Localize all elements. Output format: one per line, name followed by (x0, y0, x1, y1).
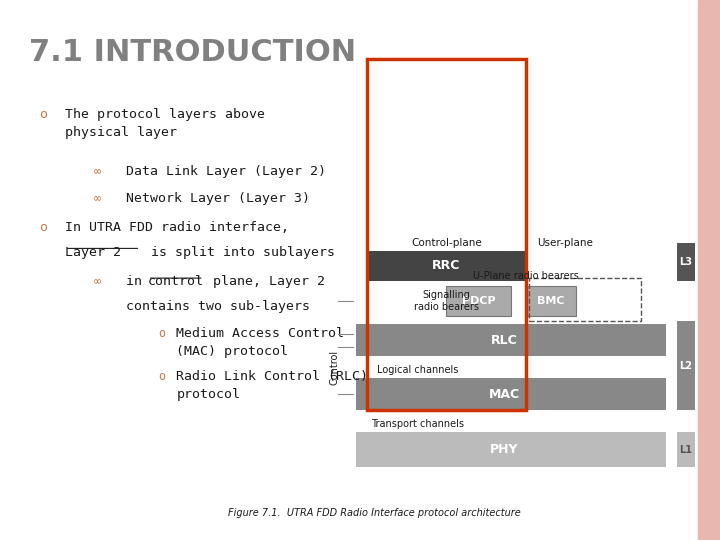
Text: BMC: BMC (537, 296, 564, 306)
Text: In UTRA FDD radio interface,: In UTRA FDD radio interface, (65, 221, 289, 234)
Bar (367, 251, 526, 281)
Text: U-Plane radio bearers: U-Plane radio bearers (473, 271, 578, 281)
Text: L1: L1 (679, 444, 693, 455)
Bar (356, 324, 666, 356)
Bar (677, 321, 695, 410)
Text: contains two sub-layers: contains two sub-layers (126, 300, 310, 313)
Text: PDCP: PDCP (462, 296, 495, 306)
Text: ∞: ∞ (94, 275, 101, 288)
Text: in: in (126, 275, 150, 288)
Text: Layer 2: Layer 2 (65, 246, 121, 259)
Text: ∞: ∞ (94, 165, 101, 178)
Text: o: o (40, 108, 48, 121)
Text: The protocol layers above
physical layer: The protocol layers above physical layer (65, 108, 265, 139)
Bar (356, 378, 666, 410)
Bar (529, 278, 641, 321)
Text: L3: L3 (679, 257, 693, 267)
Bar (677, 243, 695, 281)
Text: Transport channels: Transport channels (371, 419, 464, 429)
Text: PHY: PHY (490, 443, 518, 456)
Text: RRC: RRC (432, 259, 461, 273)
Bar (446, 286, 511, 316)
Text: is split into sublayers: is split into sublayers (143, 246, 335, 259)
Text: o: o (158, 370, 166, 383)
Text: plane, Layer 2: plane, Layer 2 (205, 275, 325, 288)
Text: Radio Link Control (RLC)
protocol: Radio Link Control (RLC) protocol (176, 370, 369, 401)
Text: Data Link Layer (Layer 2): Data Link Layer (Layer 2) (126, 165, 326, 178)
Text: o: o (40, 221, 48, 234)
Text: Signalling
radio bearers: Signalling radio bearers (414, 290, 479, 312)
Text: User-plane: User-plane (537, 238, 593, 248)
Text: Control: Control (330, 349, 340, 385)
Text: 7.1 INTRODUCTION: 7.1 INTRODUCTION (29, 38, 356, 67)
Bar (698, 0, 720, 540)
Text: ∞: ∞ (94, 192, 101, 205)
Bar (526, 286, 576, 316)
Text: control: control (148, 275, 204, 288)
Bar (367, 59, 526, 410)
Text: Figure 7.1.  UTRA FDD Radio Interface protocol architecture: Figure 7.1. UTRA FDD Radio Interface pro… (228, 508, 521, 518)
Text: MAC: MAC (488, 388, 520, 401)
Bar (356, 432, 666, 467)
Text: Logical channels: Logical channels (377, 365, 459, 375)
Text: o: o (158, 327, 166, 340)
Text: Medium Access Control
(MAC) protocol: Medium Access Control (MAC) protocol (176, 327, 344, 357)
Text: RLC: RLC (490, 334, 518, 347)
Text: Control-plane: Control-plane (411, 238, 482, 248)
Text: Network Layer (Layer 3): Network Layer (Layer 3) (126, 192, 310, 205)
Text: L2: L2 (679, 361, 693, 371)
Bar (677, 432, 695, 467)
